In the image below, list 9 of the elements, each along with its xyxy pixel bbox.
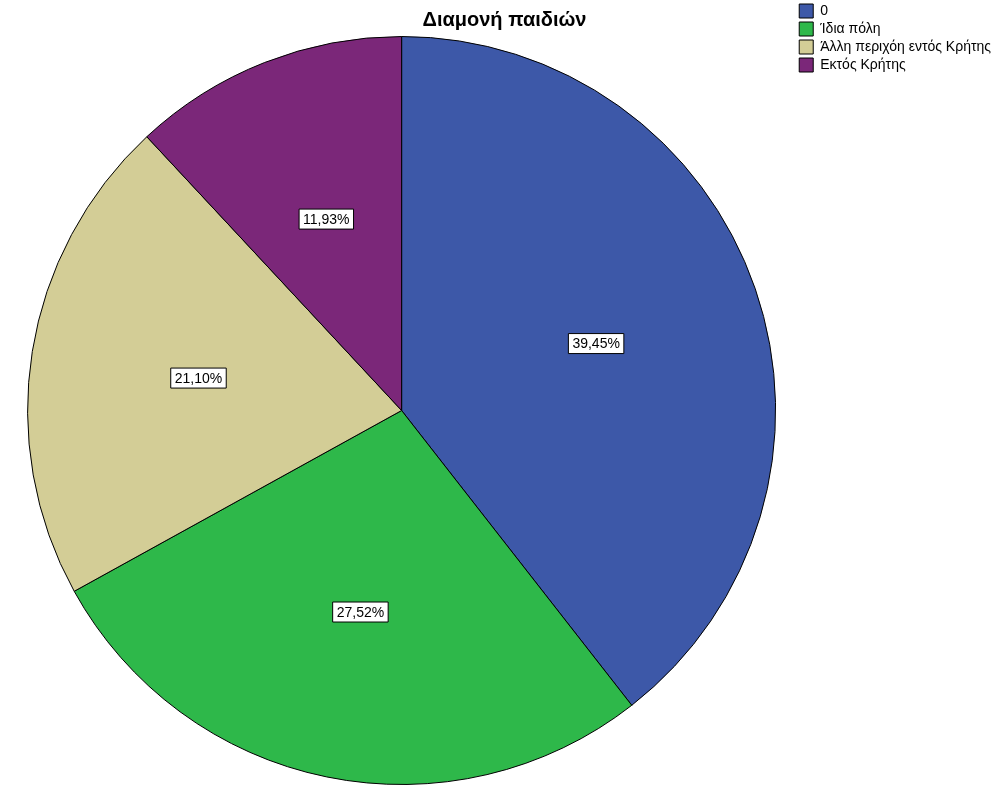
legend-label: Άλλη περιχόη εντός Κρήτης — [820, 37, 992, 54]
legend-label: Εκτός Κρήτης — [820, 55, 906, 72]
chart-title: Διαμονή παιδιών — [422, 7, 587, 30]
legend-label: 0 — [820, 1, 829, 18]
data-label: 21,10% — [174, 369, 223, 386]
data-label: 39,45% — [572, 335, 620, 352]
legend-label: Ίδια πόλη — [819, 19, 881, 36]
data-label: 11,93% — [303, 210, 350, 227]
data-label: 27,52% — [336, 603, 385, 620]
